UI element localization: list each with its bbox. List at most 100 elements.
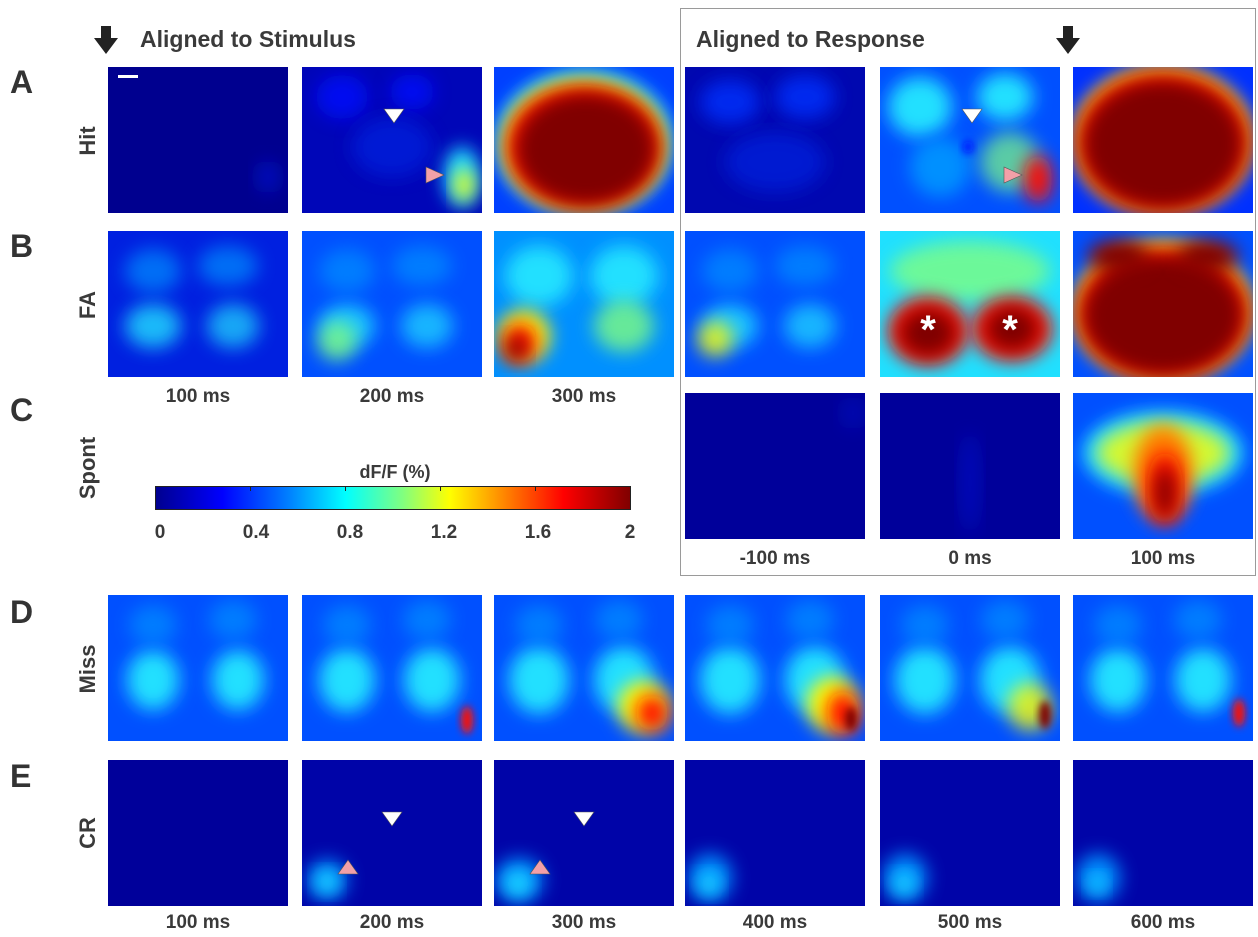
resp-time-label: 100 ms [1130, 548, 1196, 569]
white-arrowhead-icon [383, 108, 405, 124]
tile-fa-0ms-image: * * [880, 231, 1060, 377]
colorbar-tick-label: 1.6 [524, 522, 552, 543]
tile-fa-minus100ms [685, 231, 865, 377]
panel-letter-d: D [10, 594, 34, 630]
tile-fa-100ms-resp-image [1073, 231, 1253, 377]
tile-miss-200ms [302, 595, 482, 741]
panel-letter-e: E [10, 758, 32, 794]
tile-fa-100ms-image [108, 231, 288, 377]
response-aligned-box [680, 8, 1256, 576]
white-arrowhead-icon [573, 811, 595, 827]
colorbar-title: dF/F (%) [359, 462, 431, 482]
resp-time-label: -100 ms [739, 548, 811, 569]
tile-hit-300ms-image [494, 67, 674, 213]
tile-cr-500ms-image [880, 760, 1060, 906]
response-down-arrow-icon [1056, 26, 1080, 54]
colorbar-tick [345, 486, 346, 491]
tile-hit-200ms [302, 67, 482, 213]
tile-miss-400ms-image [685, 595, 865, 741]
colorbar-gradient [155, 486, 631, 510]
tile-fa-minus100ms-image [685, 231, 865, 377]
bottom-time-label: 400 ms [742, 912, 808, 933]
tile-miss-400ms [685, 595, 865, 741]
panel-letter-a: A [10, 64, 34, 100]
tile-miss-300ms-image [494, 595, 674, 741]
tile-spont-0ms [880, 393, 1060, 539]
row-label-miss: Miss [75, 644, 100, 694]
tile-cr-400ms [685, 760, 865, 906]
tile-cr-100ms-image [108, 760, 288, 906]
stim-time-label: 100 ms [165, 386, 231, 407]
row-label-fa: FA [75, 290, 100, 320]
tile-fa-100ms-resp [1073, 231, 1253, 377]
tile-miss-100ms-image [108, 595, 288, 741]
bottom-time-label: 600 ms [1130, 912, 1196, 933]
bottom-time-label: 200 ms [359, 912, 425, 933]
tile-cr-400ms-image [685, 760, 865, 906]
asterisk-marker-left: * [920, 308, 936, 352]
white-arrowhead-icon [961, 108, 983, 124]
tile-miss-100ms [108, 595, 288, 741]
tile-fa-100ms [108, 231, 288, 377]
row-label-hit: Hit [75, 126, 100, 156]
colorbar-tick-label: 1.2 [430, 522, 458, 543]
tile-fa-200ms [302, 231, 482, 377]
tile-miss-500ms [880, 595, 1060, 741]
bottom-time-label: 100 ms [165, 912, 231, 933]
tile-miss-300ms [494, 595, 674, 741]
row-label-spont: Spont [75, 436, 100, 500]
tile-hit-minus100ms-image [685, 67, 865, 213]
tile-hit-0ms-image [880, 67, 1060, 213]
tile-cr-200ms [302, 760, 482, 906]
tile-hit-0ms [880, 67, 1060, 213]
header-aligned-to-stimulus: Aligned to Stimulus [140, 26, 356, 52]
colorbar-tick [440, 486, 441, 491]
tile-spont-100ms [1073, 393, 1253, 539]
tile-miss-600ms-image [1073, 595, 1253, 741]
tile-fa-300ms [494, 231, 674, 377]
tile-fa-200ms-image [302, 231, 482, 377]
stim-time-label: 300 ms [551, 386, 617, 407]
scale-bar [118, 75, 138, 78]
tile-cr-200ms-image [302, 760, 482, 906]
tile-cr-500ms [880, 760, 1060, 906]
tile-cr-100ms [108, 760, 288, 906]
colorbar-tick-label: 2 [624, 522, 636, 543]
tile-spont-0ms-image [880, 393, 1060, 539]
colorbar [155, 486, 631, 510]
tile-cr-600ms-image [1073, 760, 1253, 906]
panel-letter-c: C [10, 392, 34, 428]
tile-hit-200ms-image [302, 67, 482, 213]
bottom-time-label: 500 ms [937, 912, 1003, 933]
white-arrowhead-icon [381, 811, 403, 827]
bottom-time-label: 300 ms [551, 912, 617, 933]
colorbar-tick-label: 0.8 [336, 522, 364, 543]
tile-spont-100ms-image [1073, 393, 1253, 539]
tile-hit-100ms-image [108, 67, 288, 213]
tile-fa-0ms: * * [880, 231, 1060, 377]
panel-letter-b: B [10, 228, 34, 264]
pink-arrowhead-icon [529, 859, 551, 875]
tile-miss-200ms-image [302, 595, 482, 741]
tile-spont-minus100ms-image [685, 393, 865, 539]
tile-cr-300ms-image [494, 760, 674, 906]
tile-hit-minus100ms [685, 67, 865, 213]
stim-time-label: 200 ms [359, 386, 425, 407]
stimulus-down-arrow-icon [94, 26, 118, 54]
tile-hit-100ms [108, 67, 288, 213]
colorbar-tick [250, 486, 251, 491]
asterisk-marker-right: * [1002, 308, 1018, 352]
pink-arrowhead-icon [337, 859, 359, 875]
tile-fa-300ms-image [494, 231, 674, 377]
colorbar-tick [535, 486, 536, 491]
tile-spont-minus100ms [685, 393, 865, 539]
pink-arrowhead-icon [1003, 166, 1023, 184]
colorbar-tick-label: 0.4 [242, 522, 270, 543]
pink-arrowhead-icon [425, 166, 445, 184]
header-aligned-to-response: Aligned to Response [696, 26, 925, 52]
row-label-cr: CR [75, 817, 100, 849]
tile-hit-100ms-resp-image [1073, 67, 1253, 213]
tile-hit-100ms-resp [1073, 67, 1253, 213]
tile-cr-300ms [494, 760, 674, 906]
tile-miss-500ms-image [880, 595, 1060, 741]
